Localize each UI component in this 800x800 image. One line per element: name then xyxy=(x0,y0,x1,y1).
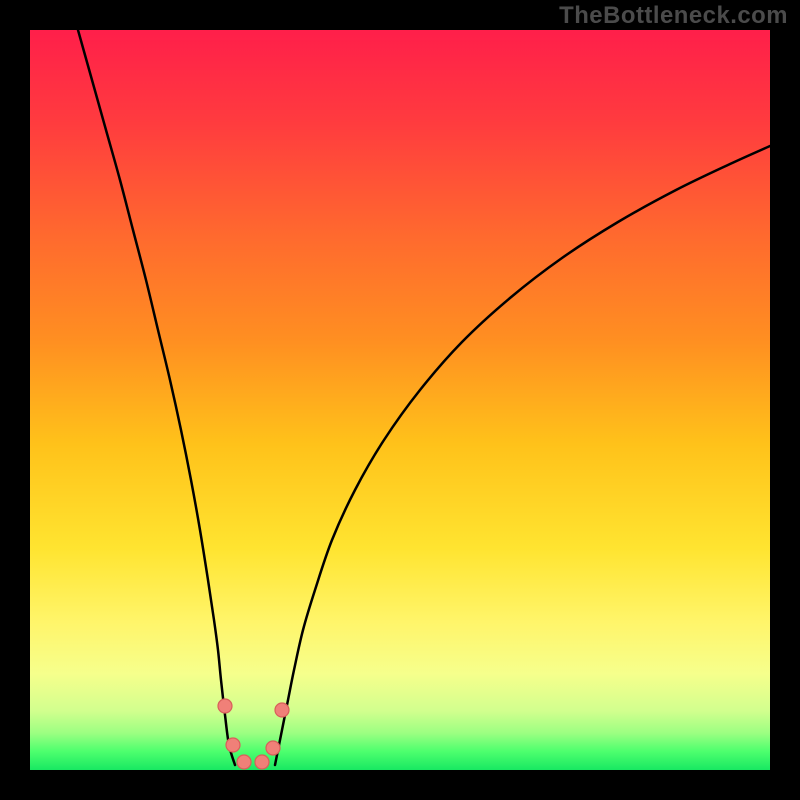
plot-svg xyxy=(30,30,770,770)
valley-marker xyxy=(226,738,240,752)
gradient-background xyxy=(30,30,770,770)
valley-marker xyxy=(237,755,251,769)
plot-area xyxy=(30,30,770,770)
valley-marker xyxy=(218,699,232,713)
valley-marker xyxy=(255,755,269,769)
watermark-text: TheBottleneck.com xyxy=(559,2,788,30)
valley-marker xyxy=(275,703,289,717)
valley-marker xyxy=(266,741,280,755)
chart-frame: TheBottleneck.com xyxy=(0,0,800,800)
